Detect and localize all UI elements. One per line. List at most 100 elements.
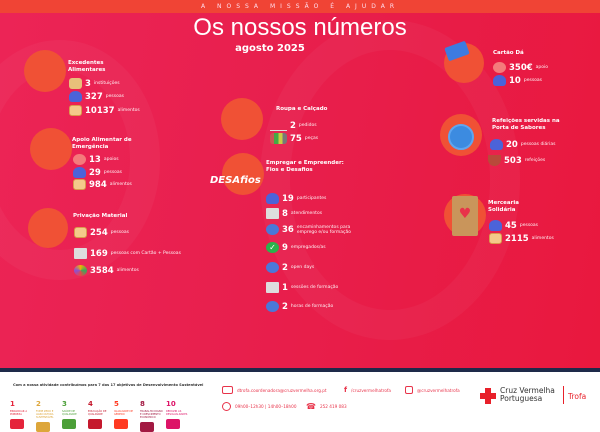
stat-row: 503 refeições xyxy=(488,155,545,166)
stat-row: 45 pessoas xyxy=(489,220,538,231)
computer-desk-icon xyxy=(266,208,279,219)
sdg-goal-5: 5 IGUALDADE DE GÉNERO xyxy=(114,391,138,429)
sdg-icon xyxy=(88,419,102,429)
stat-number: 2115 xyxy=(505,233,529,244)
stat-number: 75 xyxy=(290,133,302,144)
facebook-link[interactable]: f/cruzvermelhatrofa xyxy=(344,386,391,394)
stat-label: refeições xyxy=(524,158,546,163)
stat-row: 3 instituições xyxy=(69,78,120,89)
stat-label: alimentos xyxy=(531,236,554,241)
hanger-icon xyxy=(270,120,287,131)
phone[interactable]: ☎ 252 419 083 xyxy=(306,402,347,411)
section-title: Mercearia Solidária xyxy=(488,200,519,213)
plate-icon xyxy=(448,124,474,150)
email-icon xyxy=(222,386,233,394)
hours: 09h00–12h30 | 14h00–18h00 xyxy=(222,402,297,411)
instagram-text: @cruzvermelhatrofa xyxy=(417,387,460,393)
grocery-bag-icon: ♥ xyxy=(452,196,478,236)
facebook-icon: f xyxy=(344,386,348,394)
stat-label: pessoas xyxy=(105,94,124,99)
sdg-title: EDUCAÇÃO DE QUALIDADE xyxy=(88,410,107,416)
instagram-link[interactable]: @cruzvermelhatrofa xyxy=(405,386,460,394)
clothing-icon xyxy=(221,98,263,140)
page-subtitle: agosto 2025 xyxy=(235,43,305,54)
stat-row: 327 pessoas xyxy=(69,91,124,102)
heart-hand-icon xyxy=(73,154,86,165)
sdg-icon xyxy=(62,419,76,429)
heart-hand-icon xyxy=(493,62,506,73)
stat-label: atendimentos xyxy=(290,211,323,216)
tagline-bar: A NOSSA MISSÃO É AJUDAR xyxy=(0,0,600,13)
sdg-number: 3 xyxy=(62,400,67,408)
sdg-goal-10: 10 REDUZIR AS DESIGUALDADES xyxy=(166,391,190,429)
stat-row: 10 pessoas xyxy=(493,75,542,86)
stat-label: open days xyxy=(290,265,315,270)
sdg-goal-8: 8 TRABALHO DIGNO E CRESCIMENTO ECONÓMICO xyxy=(140,391,164,432)
stat-label: empregados/as xyxy=(290,245,326,250)
stat-label: participantes xyxy=(296,196,327,201)
stat-number: 503 xyxy=(504,155,522,166)
stat-row: 2115 alimentos xyxy=(489,233,554,244)
stat-number: 9 xyxy=(282,242,288,253)
stat-number: 3 xyxy=(85,78,91,89)
stat-row: 13 apoios xyxy=(73,154,119,165)
stat-row: 350€ apoio xyxy=(493,62,548,73)
stat-number: 36 xyxy=(282,224,294,235)
stat-number: 254 xyxy=(90,227,108,238)
stat-number: 2 xyxy=(290,120,296,131)
email-contact[interactable]: dtrofa.coordenadora@cruzvermelha.org.pt xyxy=(222,386,327,394)
sdg-icon xyxy=(10,419,24,429)
stat-row: 10137 alimentos xyxy=(69,105,140,116)
email-text: dtrofa.coordenadora@cruzvermelha.org.pt xyxy=(237,387,327,393)
section-title: Apoio Alimentar de Emergência xyxy=(72,137,132,150)
stat-number: 10137 xyxy=(85,105,115,116)
stat-label: alimentos xyxy=(116,268,139,273)
sdg-number: 8 xyxy=(140,400,145,408)
stat-label: instituições xyxy=(93,81,120,86)
stat-row: 2 open days xyxy=(266,262,314,273)
sdg-number: 4 xyxy=(88,400,93,408)
cards-icon xyxy=(28,208,68,248)
desafios-logo: DESAfios xyxy=(210,175,261,186)
sdg-intro: Com a nossa atividade contribuímos para … xyxy=(13,383,204,387)
sdg-title: IGUALDADE DE GÉNERO xyxy=(114,410,134,416)
phone-text: 252 419 083 xyxy=(319,404,347,409)
sdg-goal-4: 4 EDUCAÇÃO DE QUALIDADE xyxy=(88,391,112,429)
sdg-goal-2: 2 FOME ZERO E AGRICULTURA SUSTENTÁVEL xyxy=(36,391,60,432)
sdg-number: 1 xyxy=(10,400,15,408)
presentation-icon xyxy=(266,282,279,293)
stat-label: apoios xyxy=(103,157,119,162)
stat-number: 8 xyxy=(282,208,288,219)
stat-number: 45 xyxy=(505,220,517,231)
food-box-icon xyxy=(489,233,502,244)
stat-row: 29 pessoas xyxy=(73,167,122,178)
facebook-text: /cruzvermelhatrofa xyxy=(351,387,391,393)
sdg-goal-3: 3 SAÚDE DE QUALIDADE xyxy=(62,391,86,429)
clock-icon xyxy=(266,301,279,312)
section-title: Empregar e Empreender: Fios e Desafios xyxy=(266,160,344,173)
stat-row: 1 sessões de formação xyxy=(266,282,338,293)
headset-icon xyxy=(266,262,279,273)
sdg-icon xyxy=(166,419,180,429)
food-box-icon xyxy=(73,179,86,190)
stat-label: alimentos xyxy=(109,182,132,187)
people-icon xyxy=(489,220,502,231)
stat-label: horas de formação xyxy=(290,304,334,309)
stat-number: 13 xyxy=(89,154,101,165)
section-title: Roupa e Calçado xyxy=(276,106,328,112)
stat-label: sessões de formação xyxy=(290,285,339,290)
stat-label: apoio xyxy=(535,65,549,70)
stat-label: pessoas xyxy=(523,78,543,83)
section-title: Cartão Dá xyxy=(493,50,524,56)
bowl-icon xyxy=(488,155,501,166)
emergency-basket-icon xyxy=(30,128,72,170)
sdg-title: TRABALHO DIGNO E CRESCIMENTO ECONÓMICO xyxy=(140,410,163,419)
food-box-icon xyxy=(74,227,87,238)
section-title: Privação Material xyxy=(73,213,128,219)
red-cross-logo xyxy=(480,388,496,404)
stat-number: 327 xyxy=(85,91,103,102)
stat-row: 20 pessoas diárias xyxy=(490,139,556,150)
stat-row: 3584 alimentos xyxy=(74,265,139,276)
sdg-title: SAÚDE DE QUALIDADE xyxy=(62,410,77,416)
food-box-icon xyxy=(69,105,82,116)
